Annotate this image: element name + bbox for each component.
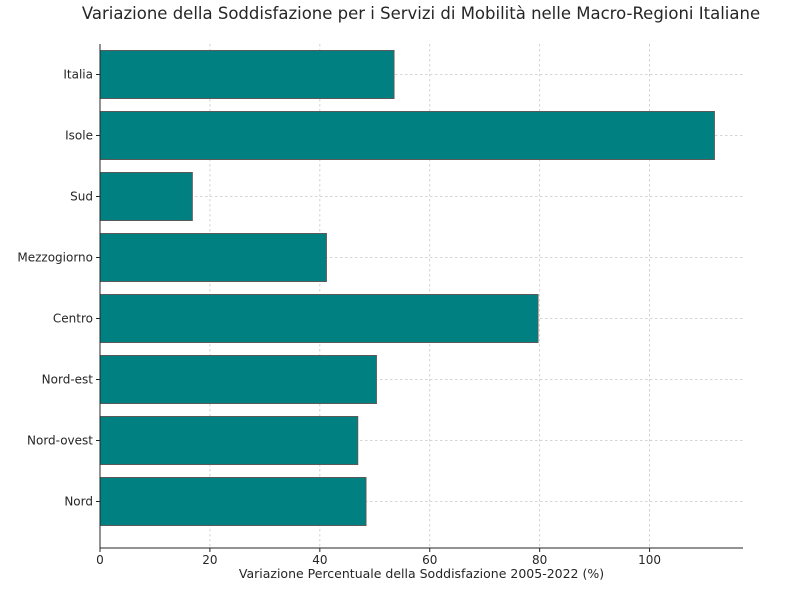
bar-nord	[99, 477, 367, 526]
y-tick-label: Sud	[70, 190, 93, 204]
x-tick-label: 40	[312, 553, 327, 567]
bar-nord-est	[99, 355, 377, 404]
x-tick-label: 60	[422, 553, 437, 567]
y-tick-label: Italia	[63, 68, 93, 82]
bar-centro	[99, 294, 539, 343]
bar-mezzogiorno	[99, 233, 327, 282]
y-tick-label: Isole	[65, 129, 93, 143]
x-axis-label: Variazione Percentuale della Soddisfazio…	[238, 566, 605, 581]
y-tick-label: Nord	[64, 495, 93, 509]
y-tick-label: Nord-est	[42, 373, 94, 387]
x-tick-label: 80	[532, 553, 547, 567]
x-tick-label: 0	[96, 553, 104, 567]
x-tick-label: 20	[202, 553, 217, 567]
y-tick-label: Mezzogiorno	[17, 251, 93, 265]
bar-nord-ovest	[99, 416, 359, 465]
bar-italia	[99, 50, 395, 99]
y-tick-label: Nord-ovest	[27, 434, 93, 448]
bar-sud	[99, 172, 193, 221]
y-tick-label: Centro	[53, 312, 93, 326]
chart-title: Variazione della Soddisfazione per i Ser…	[81, 4, 761, 23]
x-tick-label: 100	[638, 553, 661, 567]
bar-isole	[99, 111, 715, 160]
